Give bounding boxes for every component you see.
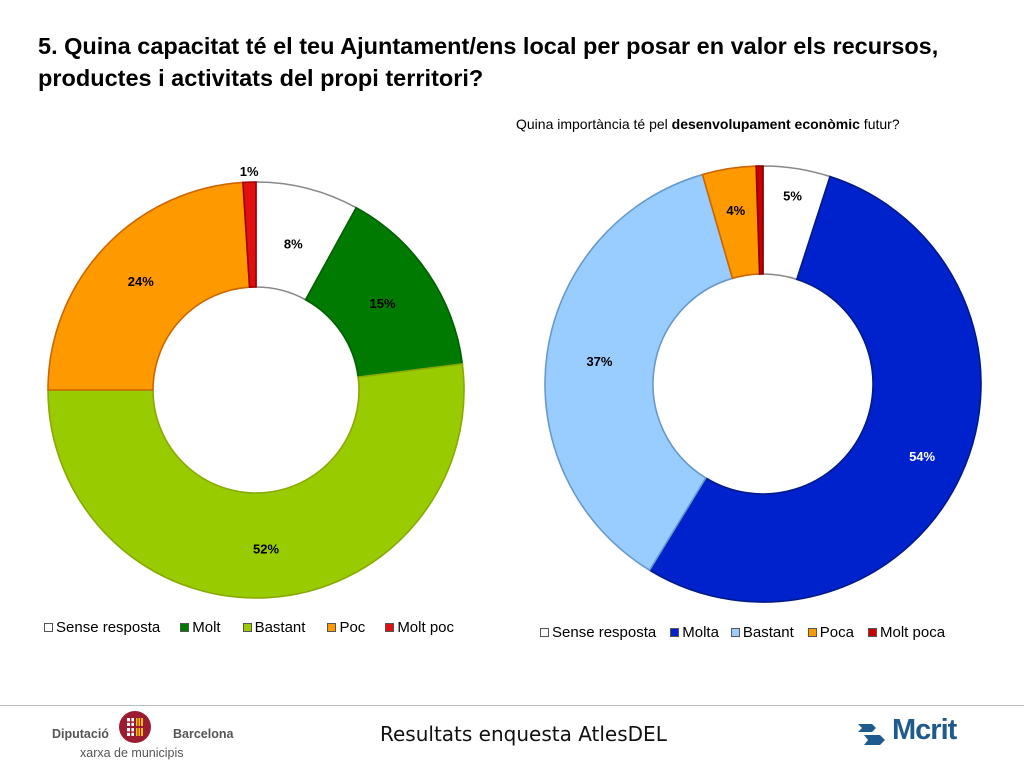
legend-label: Bastant bbox=[254, 619, 306, 636]
chart-2-slice-molta bbox=[648, 175, 982, 603]
legend-label: Molt poc bbox=[397, 619, 455, 636]
chart-1-slice-bastant bbox=[47, 363, 465, 599]
chart-2-subtitle: Quina importància té pel desenvolupament… bbox=[516, 116, 986, 132]
chart-1-data-label: 8% bbox=[284, 237, 303, 252]
mcrit-text: Mcrit bbox=[892, 714, 957, 746]
subtitle-prefix: Quina importància té pel bbox=[516, 116, 672, 132]
chart-2-data-label: 5% bbox=[783, 188, 802, 203]
chart-1-data-label: 52% bbox=[253, 542, 279, 557]
legend-swatch bbox=[540, 628, 549, 637]
footer-title: Resultats enquesta AtlesDEL bbox=[380, 722, 667, 746]
legend-swatch bbox=[385, 623, 395, 632]
chart-1-slice-poc bbox=[47, 181, 251, 391]
subtitle-suffix: futur? bbox=[859, 116, 900, 132]
chart-2-slice-bastant bbox=[544, 173, 734, 572]
chart-1-data-label: 15% bbox=[370, 296, 396, 311]
mcrit-arrows-icon bbox=[858, 724, 885, 745]
legend-label: Poc bbox=[339, 619, 366, 636]
legend-label: Molt bbox=[192, 619, 221, 636]
chart-2-data-label: 54% bbox=[909, 449, 935, 464]
legend-item: Poca bbox=[807, 624, 854, 641]
legend-swatch bbox=[180, 623, 190, 632]
subtitle-bold: desenvolupament econòmic bbox=[671, 116, 860, 132]
legend-label: Sense resposta bbox=[552, 624, 657, 641]
logo-subtitle: xarxa de municipis bbox=[80, 746, 184, 760]
chart-1-data-label: 1% bbox=[240, 164, 259, 179]
chart-1-legend: Sense resposta Molt Bastant Poc Molt poc bbox=[44, 619, 454, 636]
legend-swatch bbox=[868, 628, 877, 637]
legend-item: Molta bbox=[670, 624, 719, 641]
logo-word-diputacio: Diputació bbox=[52, 727, 109, 741]
chart-2-data-label: 37% bbox=[586, 354, 612, 369]
legend-item: Bastant bbox=[242, 619, 306, 636]
legend-swatch bbox=[327, 623, 337, 632]
legend-swatch bbox=[807, 628, 817, 637]
page-title: 5. Quina capacitat té el teu Ajuntament/… bbox=[38, 33, 939, 91]
crest-icon bbox=[119, 711, 151, 743]
chart-1-slice-molt-poc bbox=[242, 181, 257, 289]
legend-label: Poca bbox=[819, 624, 854, 641]
logo-word-barcelona: Barcelona bbox=[173, 727, 234, 741]
legend-item: Molt poca bbox=[868, 624, 945, 641]
legend-label: Sense resposta bbox=[56, 619, 161, 636]
legend-item: Poc bbox=[327, 619, 365, 636]
legend-label: Molt poca bbox=[880, 624, 946, 641]
mcrit-logo: Mcrit bbox=[858, 714, 978, 748]
legend-swatch bbox=[242, 623, 252, 632]
legend-swatch bbox=[730, 628, 740, 637]
legend-swatch bbox=[44, 623, 53, 632]
footer-divider bbox=[0, 705, 1024, 706]
legend-item: Bastant bbox=[730, 624, 794, 641]
chart-1-slice-molt bbox=[304, 206, 464, 378]
legend-item: Molt poc bbox=[385, 619, 454, 636]
donut-charts: 8% 15% 52% 24% 1% 5% 54% 37% 4% bbox=[47, 164, 982, 603]
legend-swatch bbox=[670, 628, 680, 637]
chart-1-data-label: 24% bbox=[128, 274, 154, 289]
chart-2-data-label: 4% bbox=[726, 203, 745, 218]
chart-2-slice-molt-poca bbox=[755, 165, 764, 275]
legend-label: Molta bbox=[682, 624, 719, 641]
legend-label: Bastant bbox=[742, 624, 794, 641]
legend-item: Sense resposta bbox=[44, 619, 160, 636]
legend-item: Molt bbox=[180, 619, 221, 636]
legend-item: Sense resposta bbox=[540, 624, 656, 641]
diputacio-logo: Diputació Barcelona xarxa de municipis bbox=[52, 710, 242, 766]
chart-2-legend: Sense resposta Molta Bastant Poca Molt poca bbox=[540, 624, 945, 641]
